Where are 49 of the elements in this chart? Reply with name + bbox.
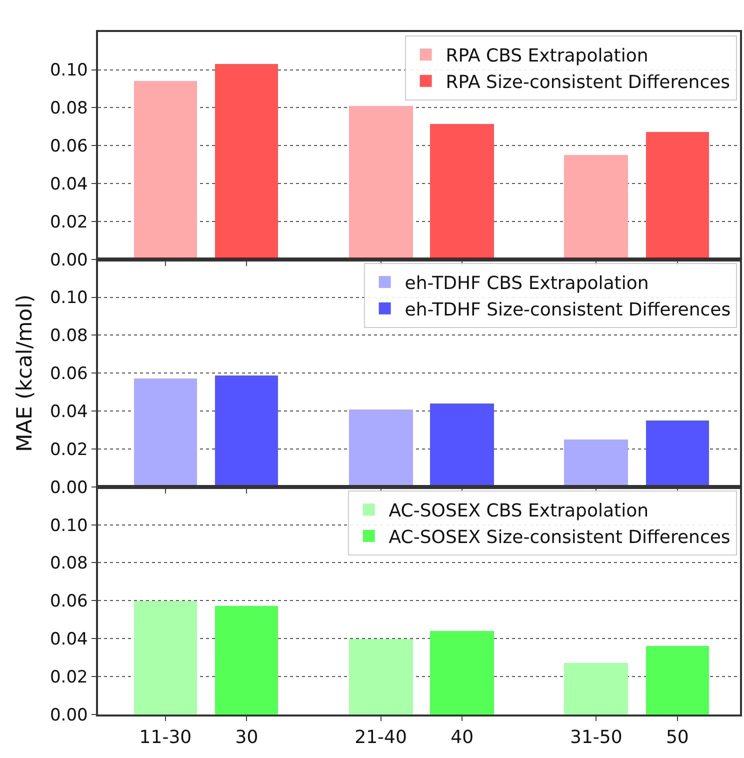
legend-label: RPA Size-consistent Differences — [446, 72, 730, 93]
y-tick-label: 0.04 — [50, 402, 88, 422]
bar — [430, 403, 494, 487]
y-tick-label: 0.08 — [50, 554, 88, 574]
y-tick-label: 0.10 — [50, 60, 88, 81]
legend-label: RPA CBS Extrapolation — [446, 45, 648, 66]
x-tick-label: 50 — [666, 726, 689, 748]
bar — [430, 630, 494, 714]
bar — [349, 638, 413, 714]
y-tick-label: 0.00 — [50, 705, 88, 726]
y-tick-label: 0.08 — [50, 98, 88, 119]
bar — [134, 80, 197, 260]
bar — [564, 439, 628, 487]
y-tick-label: 0.08 — [50, 326, 88, 346]
y-tick-label: 0.06 — [50, 364, 88, 384]
y-tick-label: 0.06 — [50, 136, 88, 157]
legend-label: eh-TDHF Size-consistent Differences — [404, 299, 731, 320]
x-tick-label: 11-30 — [139, 726, 192, 748]
bar — [349, 409, 413, 487]
y-tick-label: 0.10 — [50, 288, 88, 308]
bar — [134, 378, 197, 487]
legend-label: eh-TDHF CBS Extrapolation — [404, 272, 649, 294]
bar — [646, 132, 709, 260]
y-tick-label: 0.00 — [50, 478, 88, 498]
x-tick-label: 31-50 — [570, 726, 622, 748]
y-tick-label: 0.02 — [50, 212, 88, 232]
y-tick-label: 0.10 — [50, 516, 88, 536]
bar — [134, 600, 197, 714]
y-tick-label: 0.06 — [50, 592, 88, 612]
bar — [215, 606, 278, 714]
x-tick-label: 40 — [450, 726, 474, 748]
bar — [215, 64, 278, 260]
bar — [646, 646, 709, 714]
x-tick-label: 30 — [235, 726, 258, 748]
bar — [349, 106, 413, 260]
bar — [564, 662, 628, 714]
bar — [215, 375, 278, 487]
bar — [430, 124, 494, 260]
bar — [564, 154, 628, 260]
legend-label: AC-SOSEX Size-consistent Differences — [388, 526, 730, 548]
y-tick-label: 0.00 — [50, 250, 88, 270]
y-tick-label: 0.02 — [50, 440, 88, 460]
y-tick-label: 0.04 — [50, 630, 88, 650]
x-tick-label: 21-40 — [354, 726, 407, 748]
bar — [646, 420, 709, 487]
legend-label: AC-SOSEX CBS Extrapolation — [388, 500, 649, 522]
y-tick-label: 0.02 — [50, 667, 88, 688]
y-tick-label: 0.04 — [50, 174, 88, 194]
y-axis-title: MAE (kcal/mol) — [12, 294, 37, 452]
